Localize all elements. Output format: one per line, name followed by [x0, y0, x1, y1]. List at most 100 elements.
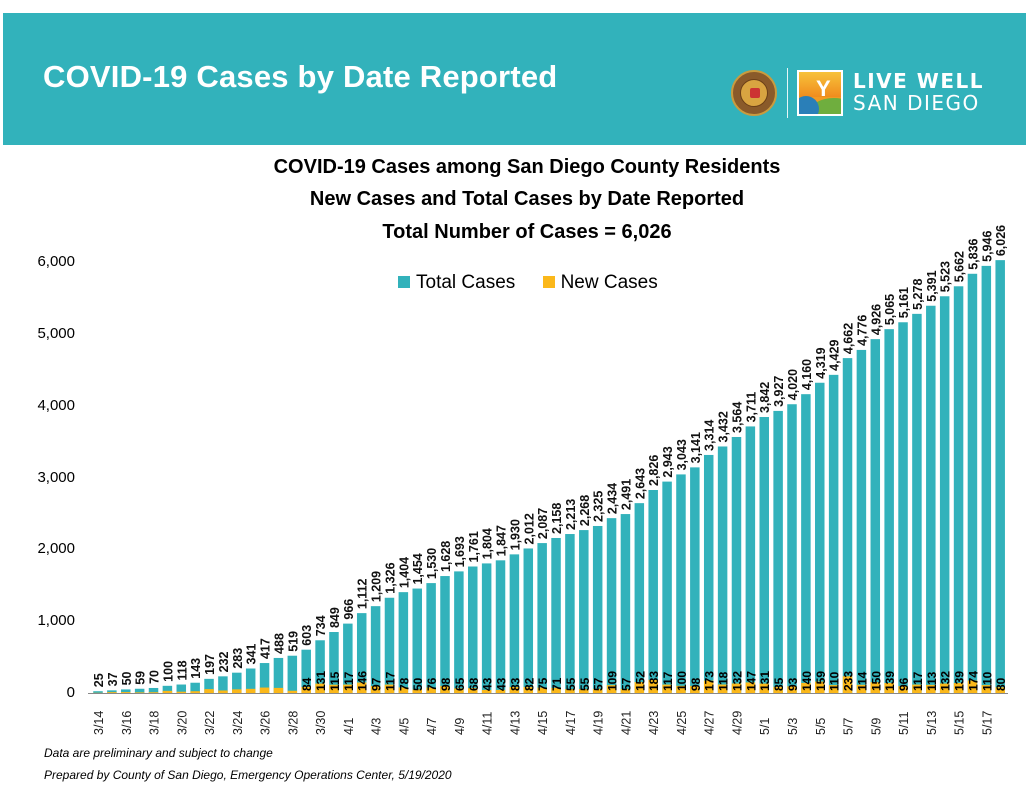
x-tick-label: 5/3 [786, 718, 800, 735]
bar-new-cases [676, 685, 686, 693]
y-tick-label: 3,000 [37, 468, 75, 486]
bar-total-cases [953, 286, 964, 693]
bar-total-cases [634, 503, 645, 693]
new-cases-data-label: 43 [481, 677, 495, 691]
new-cases-data-label: 117 [383, 671, 397, 691]
total-cases-data-label: 5,662 [953, 251, 967, 282]
total-cases-data-label: 1,404 [397, 557, 411, 588]
total-cases-data-label: 2,325 [592, 491, 606, 522]
bar-total-cases [426, 583, 436, 693]
new-cases-data-label: 152 [633, 671, 647, 691]
new-cases-data-label: 93 [786, 677, 800, 691]
x-tick-label: 4/25 [675, 711, 689, 735]
bar-new-cases [426, 687, 436, 693]
logo-divider [787, 68, 788, 118]
bar-new-cases [412, 689, 422, 693]
new-cases-data-label: 150 [869, 671, 883, 691]
bar-total-cases [981, 265, 992, 693]
new-cases-data-label: 80 [994, 677, 1008, 691]
bar-new-cases [870, 682, 881, 693]
bar-new-cases [329, 684, 339, 693]
bar-new-cases [801, 682, 811, 693]
bar-total-cases [731, 436, 742, 693]
x-tick-label: 5/9 [869, 718, 883, 735]
new-cases-data-label: 117 [342, 671, 356, 691]
bar-total-cases [440, 576, 450, 693]
bar-new-cases [204, 689, 214, 693]
total-cases-data-label: 143 [189, 658, 203, 679]
bar-new-cases [565, 689, 575, 693]
new-cases-data-label: 139 [953, 671, 967, 691]
new-cases-data-label: 132 [939, 671, 953, 691]
bar-total-cases [398, 592, 409, 693]
new-cases-data-label: 76 [425, 677, 439, 691]
total-cases-data-label: 519 [286, 631, 300, 652]
x-tick-label: 5/7 [842, 718, 856, 735]
bar-new-cases [579, 689, 589, 693]
total-cases-data-label: 5,523 [939, 261, 953, 292]
legend-item-new: New Cases [542, 272, 658, 294]
bar-total-cases [343, 623, 353, 693]
total-cases-data-label: 2,434 [606, 483, 620, 514]
total-cases-data-label: 3,927 [772, 376, 786, 407]
new-cases-data-label: 78 [397, 677, 411, 691]
bar-new-cases [440, 685, 450, 693]
bar-total-cases [967, 273, 978, 693]
bar-new-cases [148, 692, 159, 693]
bar-total-cases [648, 489, 658, 693]
bar-new-cases [134, 692, 145, 693]
new-cases-data-label: 132 [730, 671, 744, 691]
bar-total-cases [468, 566, 478, 693]
total-cases-data-label: 197 [203, 654, 217, 675]
bar-new-cases [912, 684, 922, 693]
new-cases-data-label: 75 [536, 677, 550, 691]
new-cases-data-label: 173 [703, 671, 717, 691]
x-tick-label: 4/9 [453, 718, 467, 735]
bar-new-cases [245, 688, 256, 693]
bar-total-cases [148, 687, 159, 693]
total-cases-data-label: 2,643 [633, 468, 647, 499]
new-cases-data-label: 65 [453, 677, 467, 691]
bar-new-cases [523, 687, 534, 693]
new-cases-data-label: 110 [828, 671, 842, 691]
x-tick-label: 5/15 [953, 711, 967, 735]
x-tick-label: 5/13 [925, 711, 939, 735]
new-cases-data-label: 68 [467, 677, 481, 691]
bar-total-cases [995, 260, 1005, 693]
total-cases-data-label: 3,432 [717, 411, 731, 442]
total-cases-data-label: 59 [134, 671, 148, 685]
total-cases-data-label: 1,847 [495, 525, 509, 556]
bar-new-cases [856, 684, 867, 693]
new-cases-data-label: 117 [911, 671, 925, 691]
total-cases-data-label: 2,826 [647, 455, 661, 486]
bar-total-cases [259, 663, 270, 693]
bar-total-cases [356, 613, 367, 693]
new-cases-data-label: 100 [675, 671, 689, 691]
bar-total-cases [773, 410, 783, 693]
bar-total-cases [384, 597, 395, 693]
legend-item-total: Total Cases [398, 272, 515, 294]
bar-total-cases [620, 514, 631, 693]
bar-total-cases [370, 606, 381, 693]
y-tick-label: 5,000 [37, 324, 75, 342]
total-cases-data-label: 5,278 [911, 279, 925, 310]
bar-new-cases [842, 676, 853, 693]
x-tick-label: 4/27 [703, 711, 717, 735]
total-cases-data-label: 1,326 [383, 562, 397, 593]
bar-new-cases [815, 681, 825, 693]
new-cases-data-label: 71 [550, 677, 564, 691]
bar-total-cases [579, 530, 589, 693]
chart-title: COVID-19 Cases among San Diego County Re… [273, 156, 781, 178]
bar-total-cases [662, 481, 672, 693]
chart-total-label: Total Number of Cases = 6,026 [382, 221, 672, 243]
bar-new-cases [343, 684, 353, 693]
bar-new-cases [495, 689, 506, 693]
bar-total-cases [176, 684, 187, 693]
x-tick-label: 5/11 [897, 712, 911, 735]
bar-total-cases [134, 688, 145, 693]
new-cases-data-label: 57 [592, 677, 606, 691]
total-cases-data-label: 734 [314, 615, 328, 636]
bar-new-cases [287, 690, 298, 693]
bar-total-cases [787, 404, 797, 693]
x-tick-label: 4/13 [508, 711, 522, 735]
